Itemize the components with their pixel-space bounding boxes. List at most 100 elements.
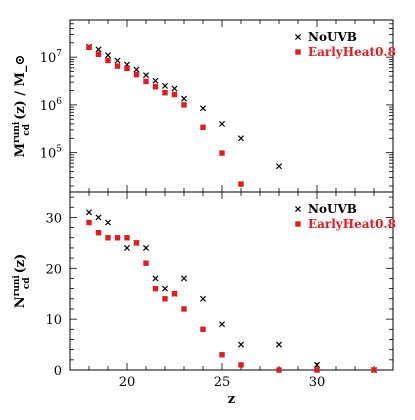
x-stroke — [218, 120, 226, 127]
bottom-point-EarlyHeat0.8 — [276, 367, 282, 373]
tick-base: 10 — [40, 147, 57, 162]
top-point-EarlyHeat0.8 — [200, 124, 206, 130]
top-point-NoUVB — [171, 85, 178, 92]
x-stroke — [199, 105, 207, 112]
bottom-point-NoUVB — [123, 244, 131, 251]
top-point-EarlyHeat0.8 — [86, 44, 92, 51]
x-stroke — [294, 33, 302, 41]
top-point-EarlyHeat0.8 — [114, 63, 121, 69]
bottom-point-NoUVB — [152, 275, 159, 282]
y-label-part: cd — [22, 277, 32, 289]
top-legend-label: EarlyHeat0.8 — [308, 45, 396, 59]
top-y-tick-label: 107 — [40, 49, 63, 66]
y-label-part: (z) / M_⊙ — [13, 55, 28, 120]
top-y-tick-label: 106 — [40, 97, 63, 114]
top-point-NoUVB — [152, 77, 159, 84]
bottom-point-EarlyHeat0.8 — [124, 235, 130, 241]
x-stroke — [294, 205, 302, 213]
bottom-point-NoUVB — [85, 209, 93, 216]
x-axis-label: z — [228, 392, 235, 407]
top-point-NoUVB — [275, 163, 283, 170]
top-point-EarlyHeat0.8 — [162, 90, 168, 96]
bottom-point-EarlyHeat0.8 — [152, 285, 159, 292]
bottom-y-tick-label: 10 — [45, 313, 62, 328]
y-label-part: (z) — [13, 254, 28, 274]
top-point-NoUVB — [104, 52, 112, 59]
bottom-point-EarlyHeat0.8 — [133, 240, 140, 246]
top-point-NoUVB — [199, 105, 207, 112]
tick-exponent: 6 — [56, 97, 62, 107]
x-stroke — [152, 77, 159, 84]
top-y-tick-label: 105 — [40, 145, 63, 162]
top-point-EarlyHeat0.8 — [124, 65, 130, 72]
x-stroke — [104, 52, 112, 59]
bottom-y-tick-label: 30 — [45, 211, 62, 226]
y-label-part: cd — [22, 123, 32, 135]
bottom-y-axis-label: Nrunicd (z) — [12, 254, 32, 309]
bottom-point-NoUVB — [313, 361, 321, 368]
bottom-x-tick-label: 25 — [214, 375, 231, 390]
top-point-EarlyHeat0.8 — [105, 57, 111, 64]
x-stroke — [180, 275, 188, 282]
x-stroke — [104, 219, 112, 226]
tick-exponent: 7 — [56, 49, 62, 59]
tick-base: 10 — [40, 99, 57, 114]
x-stroke — [95, 214, 102, 221]
bottom-point-NoUVB — [95, 214, 102, 221]
top-point-NoUVB — [133, 66, 140, 73]
bottom-y-tick-label: 0 — [54, 364, 62, 379]
y-label-part: runi — [12, 121, 22, 143]
bottom-legend-label: EarlyHeat0.8 — [308, 217, 396, 231]
top-point-EarlyHeat0.8 — [181, 102, 187, 108]
bottom-point-NoUVB — [199, 295, 207, 302]
top-point-NoUVB — [95, 46, 102, 53]
y-label-part: runi — [12, 275, 22, 297]
x-stroke — [161, 285, 169, 292]
top-point-EarlyHeat0.8 — [171, 91, 178, 98]
x-stroke — [171, 85, 178, 92]
x-stroke — [199, 295, 207, 302]
tick-base: 10 — [40, 51, 57, 66]
top-point-EarlyHeat0.8 — [95, 51, 102, 57]
x-stroke — [237, 135, 245, 142]
x-stroke — [142, 244, 150, 251]
top-point-NoUVB — [218, 120, 226, 127]
top-y-axis-label: Mrunicd (z) / M_⊙ — [12, 55, 32, 158]
bottom-point-EarlyHeat0.8 — [200, 326, 206, 333]
x-stroke — [133, 66, 140, 73]
bottom-point-EarlyHeat0.8 — [314, 367, 320, 373]
bottom-point-EarlyHeat0.8 — [105, 235, 111, 241]
bottom-panel-frame — [69, 191, 394, 371]
bottom-point-NoUVB — [161, 285, 169, 292]
top-point-NoUVB — [142, 72, 150, 79]
x-stroke — [114, 57, 121, 64]
x-stroke — [313, 361, 321, 368]
bottom-point-EarlyHeat0.8 — [181, 306, 187, 312]
bottom-point-NoUVB — [237, 341, 245, 348]
bottom-legend-marker-EarlyHeat0.8 — [295, 221, 301, 227]
bottom-point-EarlyHeat0.8 — [171, 291, 178, 297]
x-stroke — [275, 163, 283, 170]
bottom-point-EarlyHeat0.8 — [371, 367, 377, 373]
bottom-point-EarlyHeat0.8 — [95, 229, 102, 236]
x-stroke — [275, 341, 283, 348]
y-label-part: M — [13, 143, 28, 157]
x-stroke — [85, 209, 93, 216]
top-point-EarlyHeat0.8 — [143, 78, 149, 85]
x-stroke — [95, 46, 102, 53]
bottom-point-EarlyHeat0.8 — [219, 352, 225, 358]
x-stroke — [123, 244, 131, 251]
top-point-NoUVB — [180, 95, 188, 102]
y-label-part: N — [13, 296, 28, 308]
x-stroke — [180, 95, 188, 102]
top-legend-marker-EarlyHeat0.8 — [295, 49, 301, 55]
x-stroke — [218, 321, 226, 328]
bottom-x-tick-label: 30 — [309, 375, 326, 390]
top-point-EarlyHeat0.8 — [219, 150, 225, 156]
bottom-point-NoUVB — [275, 341, 283, 348]
top-legend-marker-NoUVB — [294, 33, 302, 41]
bottom-point-EarlyHeat0.8 — [162, 296, 168, 302]
bottom-point-EarlyHeat0.8 — [238, 362, 244, 368]
top-point-NoUVB — [161, 82, 169, 89]
